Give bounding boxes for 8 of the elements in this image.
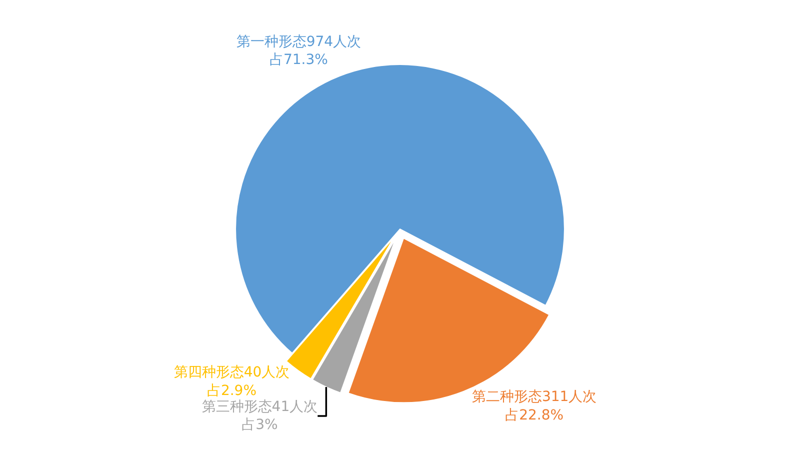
data-label: 占2.9% (206, 382, 257, 399)
slice-label: 第一种形态974人次 (236, 34, 362, 50)
data-label: 占71.3% (269, 52, 328, 68)
slice-label: 第二种形态311人次 (472, 389, 597, 406)
slice-label: 第四种形态40人次 (174, 364, 290, 381)
data-label: 占22.8% (505, 407, 564, 424)
data-label: 占3% (242, 417, 278, 434)
slice-label: 第三种形态41人次 (202, 398, 318, 415)
